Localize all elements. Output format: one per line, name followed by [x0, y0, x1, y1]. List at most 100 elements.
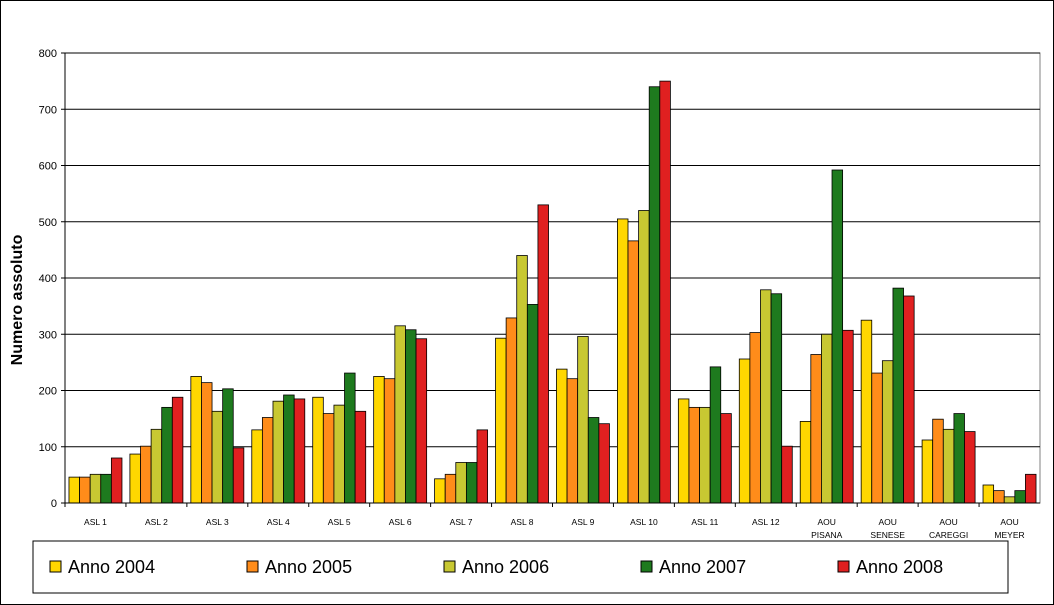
- bar: [465, 462, 478, 504]
- x-tick-label: AOU MEYER: [994, 517, 1024, 540]
- bar: [373, 376, 385, 504]
- y-tick-label: 100: [39, 442, 57, 454]
- bar: [617, 218, 629, 504]
- bar: [892, 287, 904, 504]
- bar: [251, 429, 263, 504]
- x-tick-label: AOU SENESE: [870, 517, 905, 540]
- bar: [405, 329, 417, 504]
- y-tick-label: 200: [39, 386, 57, 398]
- legend-swatch: [443, 560, 456, 573]
- bar: [171, 396, 184, 504]
- y-tick-label: 400: [39, 273, 57, 285]
- bar: [455, 462, 467, 504]
- bar: [516, 255, 528, 504]
- y-axis-title: Numero assoluto: [9, 234, 26, 365]
- bar: [110, 457, 123, 504]
- bar: [333, 404, 345, 504]
- bar: [881, 360, 894, 504]
- bar: [842, 329, 854, 504]
- bar: [821, 333, 833, 504]
- legend-swatch: [640, 560, 653, 573]
- x-axis-ticks: ASL 1 ASL 2 ASL 3 ASL 4 ASL 5 ASL 6 ASL 7 ASL 8…: [64, 503, 1025, 540]
- bar: [89, 473, 102, 504]
- x-tick-label: ASL 6: [389, 517, 412, 527]
- bar: [495, 337, 507, 504]
- legend-label: Anno 2008: [856, 557, 943, 577]
- x-tick-label: ASL 9: [572, 517, 595, 527]
- y-tick-label: 600: [39, 161, 57, 173]
- bar: [982, 484, 995, 504]
- bar: [677, 398, 690, 504]
- bar: [232, 447, 245, 504]
- bar: [354, 410, 367, 504]
- bar: [921, 439, 934, 504]
- bar: [344, 372, 356, 504]
- y-tick-label: 700: [39, 104, 57, 116]
- bar: [211, 410, 224, 504]
- legend-label: Anno 2007: [659, 557, 746, 577]
- bar: [129, 453, 141, 504]
- bar: [932, 418, 944, 504]
- bar: [648, 86, 661, 504]
- legend-swatch: [49, 560, 62, 573]
- x-tick-label: ASL 5: [328, 517, 351, 527]
- x-tick-label: ASL 7: [450, 517, 473, 527]
- bar: [577, 336, 589, 504]
- bar: [903, 295, 915, 504]
- bar: [68, 476, 80, 504]
- bar: [638, 210, 650, 504]
- bar: [161, 406, 173, 504]
- bar: [738, 358, 751, 504]
- x-tick-label: ASL 4: [267, 517, 290, 527]
- bar: [1025, 473, 1037, 504]
- bar: [810, 354, 822, 504]
- bar: [434, 478, 446, 504]
- y-tick-label: 800: [39, 48, 57, 60]
- y-tick-label: 0: [51, 498, 57, 510]
- bar: [688, 406, 700, 504]
- bar: [190, 376, 202, 504]
- bar: [699, 406, 711, 504]
- bar: [556, 368, 568, 504]
- legend-label: Anno 2004: [68, 557, 155, 577]
- bar: [587, 417, 600, 504]
- bar: [760, 289, 772, 504]
- legend-label: Anno 2005: [265, 557, 352, 577]
- bar: [659, 80, 671, 504]
- bar: [261, 417, 274, 504]
- bar: [709, 366, 722, 504]
- y-axis-ticks: 0 100 200 300 400 500 600 700 800: [39, 48, 65, 510]
- bar: [831, 169, 844, 504]
- bar: [283, 394, 295, 504]
- bar: [140, 445, 152, 504]
- bar: [537, 204, 549, 504]
- bar: [871, 372, 883, 504]
- y-tick-label: 500: [39, 217, 57, 229]
- x-tick-label: ASL 1: [84, 517, 107, 527]
- bar: [150, 428, 163, 504]
- bar: [749, 332, 761, 504]
- bar: [566, 378, 579, 504]
- bar: [312, 396, 324, 504]
- bar: [627, 240, 640, 504]
- x-tick-label: ASL 11: [691, 517, 718, 527]
- bar: [860, 319, 873, 504]
- bars: [68, 80, 1037, 504]
- bar: [383, 378, 396, 504]
- bar: [222, 388, 234, 504]
- bar: [720, 413, 732, 504]
- bar: [953, 413, 965, 504]
- bar: [79, 476, 91, 504]
- bar: [201, 382, 213, 504]
- bar: [964, 431, 976, 504]
- x-tick-label: ASL 3: [206, 517, 229, 527]
- bar: [1014, 490, 1026, 504]
- bar: [444, 473, 457, 504]
- x-tick-label: ASL 12: [752, 517, 780, 527]
- x-tick-label: AOU PISANA: [811, 517, 843, 540]
- legend-items: Anno 2004 Anno 2005 Anno 2006 Anno 2007 Anno…: [49, 557, 943, 577]
- bar: [272, 400, 284, 504]
- bar: [100, 473, 112, 504]
- bar: [770, 293, 783, 504]
